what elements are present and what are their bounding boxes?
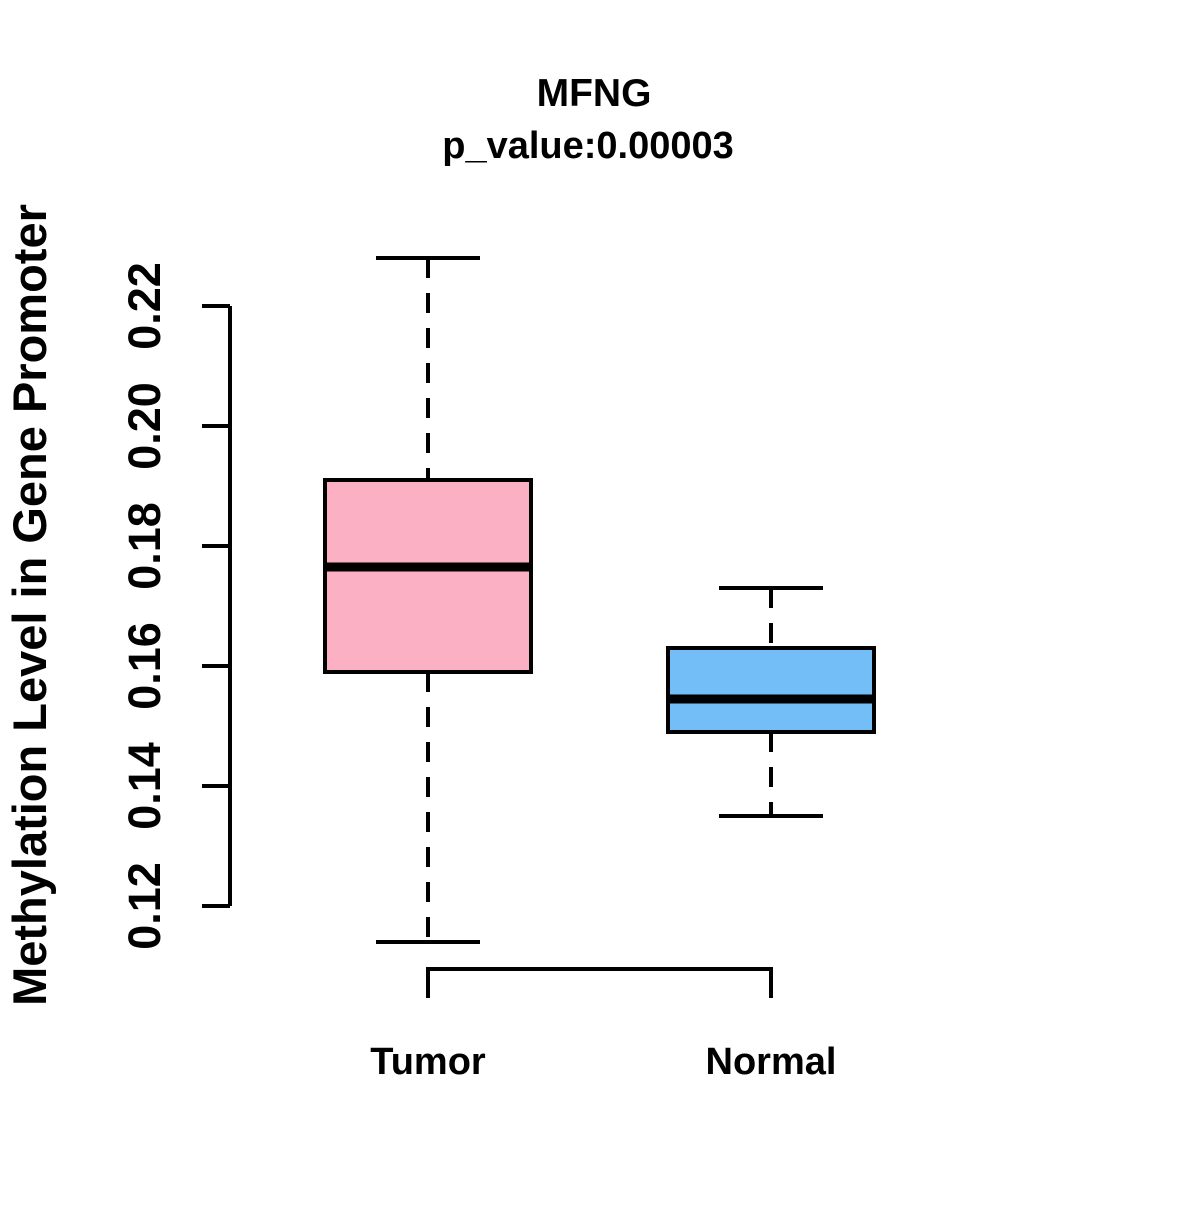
tumor-box: [323, 478, 533, 674]
y-axis-tick-label: 0.20: [119, 382, 170, 470]
x-axis-line: [426, 967, 773, 998]
plot-area: 0.12 0.14 0.16 0.18 0.20 0.22 Tumor Normal: [119, 256, 876, 1083]
y-axis-tick-label: 0.12: [119, 862, 170, 950]
chart-subtitle: p_value:0.00003: [442, 125, 734, 167]
y-axis-tick-label: 0.22: [119, 262, 170, 350]
chart-title: MFNG: [537, 72, 652, 115]
y-axis-tick-label: 0.16: [119, 622, 170, 710]
y-axis-tick-label: 0.14: [119, 742, 170, 830]
y-axis-title: Methylation Level in Gene Promoter: [3, 204, 56, 1006]
x-axis-label-tumor: Tumor: [370, 1041, 486, 1083]
normal-box: [666, 646, 876, 734]
y-axis-tick-label: 0.18: [119, 502, 170, 590]
x-axis-label-normal: Normal: [706, 1041, 837, 1083]
